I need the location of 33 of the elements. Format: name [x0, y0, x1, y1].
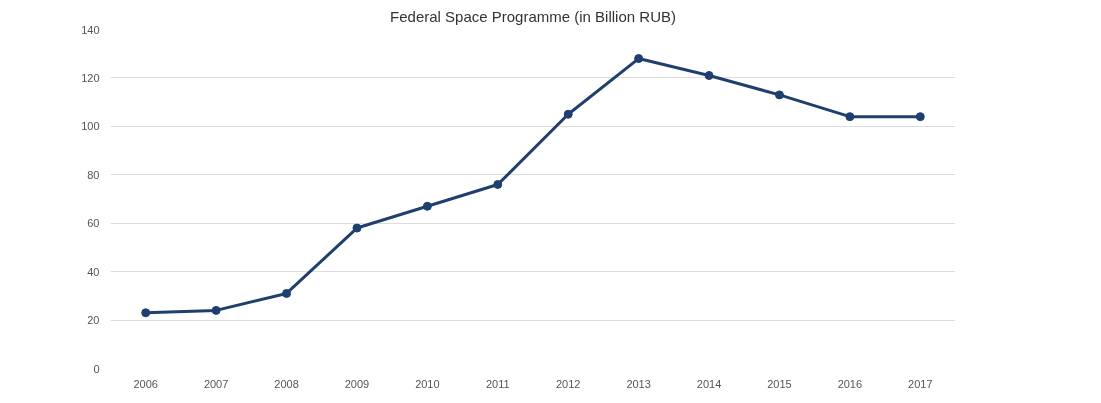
point [634, 54, 644, 64]
point [422, 201, 432, 211]
x-tick-label: 2014 [696, 377, 722, 390]
x-tick-label: 2016 [837, 377, 863, 390]
point [563, 109, 573, 119]
point [211, 305, 221, 315]
point [141, 308, 151, 318]
point [845, 112, 855, 122]
x-tick-label: 2006 [133, 377, 158, 390]
x-tick-label: 2007 [203, 377, 229, 390]
y-tick-label: 40 [87, 265, 100, 278]
chart-title: Federal Space Programme (in Billion RUB) [390, 7, 676, 25]
y-tick-label: 60 [87, 217, 100, 230]
y-tick-label: 20 [87, 314, 100, 327]
x-tick-label: 2012 [555, 377, 581, 390]
y-tick-label: 100 [81, 120, 100, 133]
x-tick-label: 2010 [415, 377, 440, 390]
point [704, 71, 714, 80]
point [493, 179, 503, 189]
y-tick-label: 0 [93, 362, 100, 375]
x-tick-label: 2011 [485, 377, 510, 390]
x-tick-label: 2008 [274, 377, 299, 390]
point [352, 223, 362, 233]
point [774, 90, 784, 100]
x-tick-label: 2015 [767, 377, 792, 390]
point [915, 112, 925, 122]
x-tick-label: 2013 [626, 377, 651, 390]
x-tick-label: 2009 [344, 377, 370, 390]
y-tick-label: 140 [81, 23, 100, 36]
x-tick-label: 2017 [908, 377, 933, 390]
y-tick-label: 80 [87, 168, 100, 181]
point [282, 288, 292, 298]
y-tick-label: 120 [81, 71, 100, 84]
